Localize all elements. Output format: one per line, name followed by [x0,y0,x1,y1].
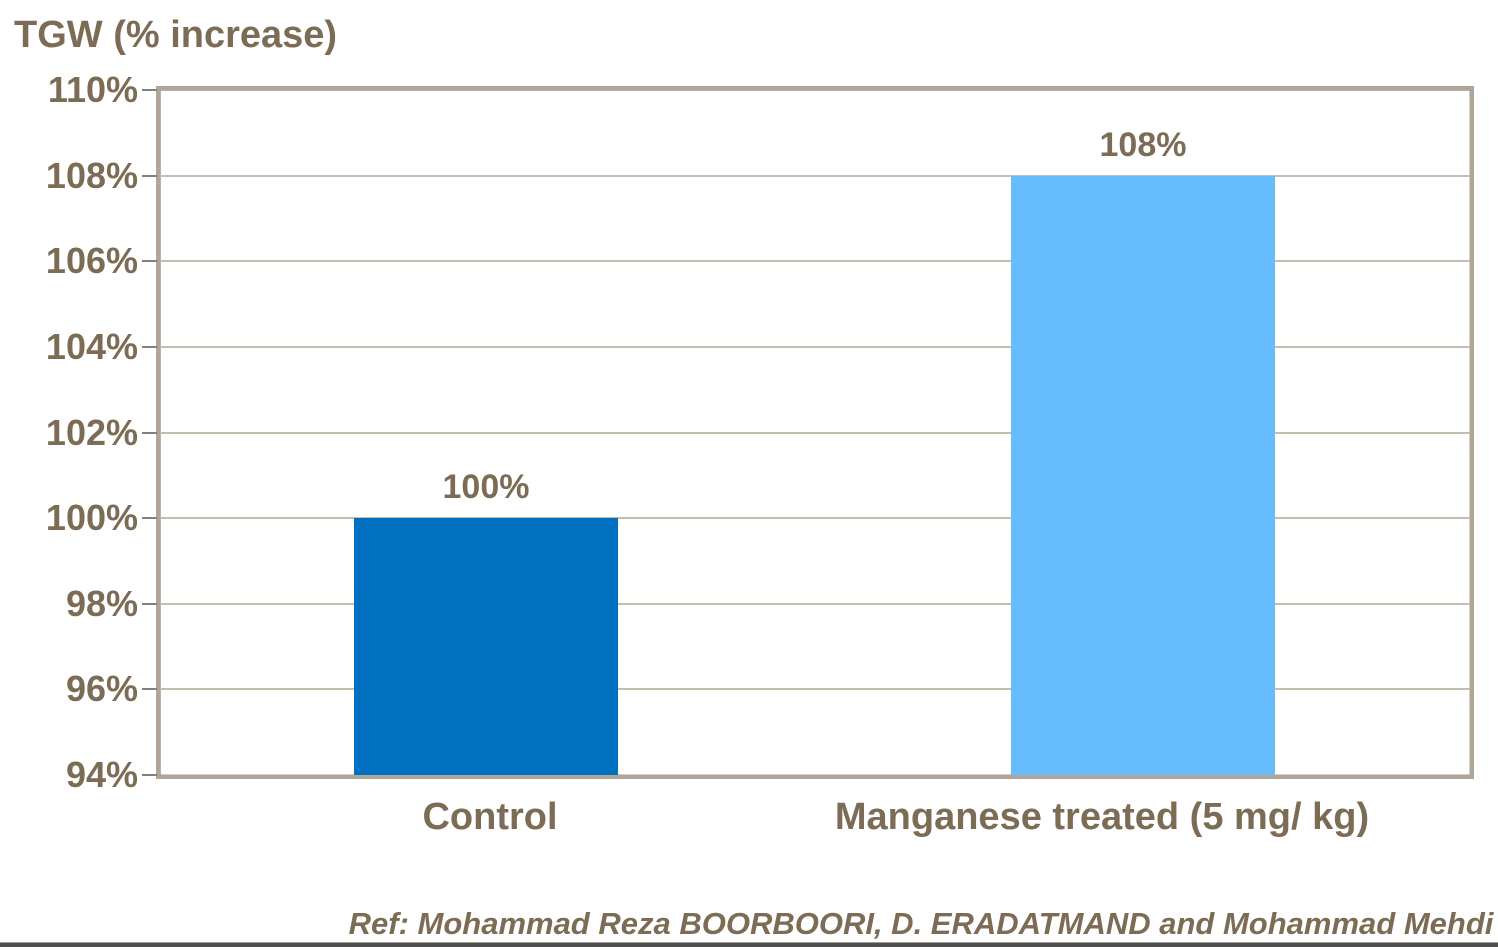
bar-value-label: 100% [442,468,530,507]
bottom-divider-line [0,942,1498,947]
y-tick-mark-94 [142,774,157,776]
y-axis-tick-label: 102% [45,411,138,453]
y-axis-tick-label: 110% [47,69,138,110]
bar-control [354,518,618,775]
gridline-96 [160,688,1470,691]
y-axis-tick-label: 106% [45,240,138,282]
gridline-98 [160,602,1470,605]
reference-caption: Ref: Mohammad Reza BOORBOORI, D. ERADATM… [348,906,1494,941]
gridline-100 [160,517,1470,520]
y-axis-tick-label: 94% [65,754,138,795]
gridline-106 [160,260,1470,263]
y-axis-tick-label: 104% [45,325,138,367]
y-tick-mark-98 [142,602,157,605]
y-axis-tick-label: 108% [45,154,138,196]
y-tick-mark-108 [142,174,157,177]
y-axis-tick-label: 100% [45,497,138,539]
y-tick-mark-110 [142,89,157,91]
bar-value-label: 108% [1099,125,1187,164]
y-axis-tick-label: 96% [65,668,138,710]
y-tick-mark-104 [142,345,157,348]
plot-area [156,86,1474,779]
y-tick-mark-102 [142,431,157,434]
bar-manganese [1011,175,1275,775]
gridline-108 [160,174,1470,177]
x-axis-category-label: Manganese treated (5 mg/ kg) [834,796,1370,838]
y-tick-mark-100 [142,517,157,520]
x-axis-category-label: Control [422,796,558,838]
chart-title: TGW (% increase) [14,14,338,56]
gridline-102 [160,431,1470,434]
gridline-104 [160,345,1470,348]
y-tick-mark-106 [142,260,157,263]
y-axis-tick-label: 98% [65,582,138,624]
y-tick-mark-96 [142,688,157,691]
